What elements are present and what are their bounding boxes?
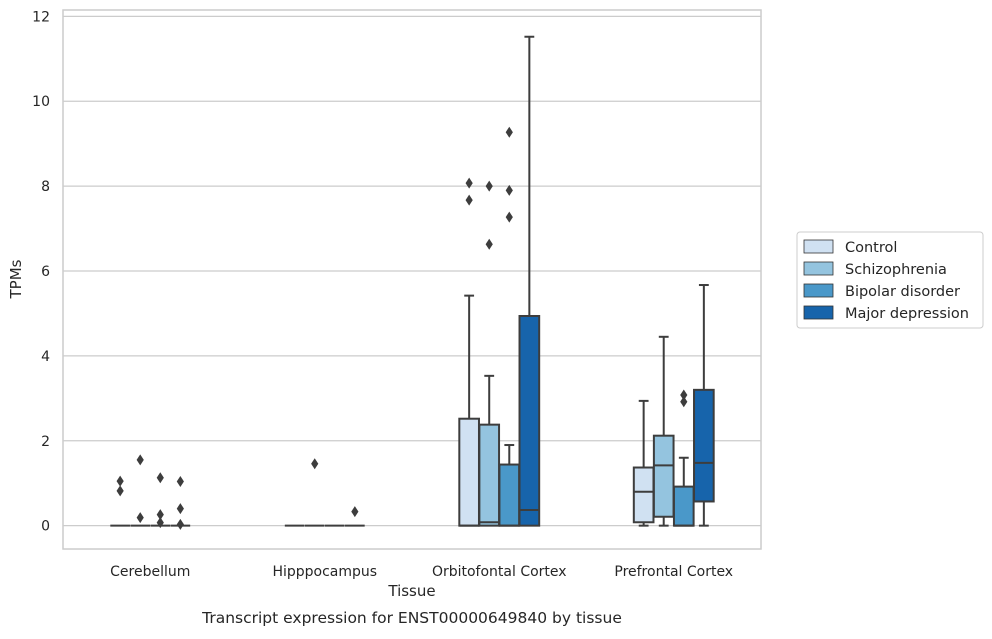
y-tick-label: 10	[32, 94, 50, 110]
y-tick-label: 12	[32, 9, 50, 25]
box-body	[498, 463, 521, 527]
y-axis-label: TPMs	[7, 259, 25, 299]
legend-swatch-schizophrenia	[803, 261, 834, 276]
legend-swatch-bipolar-disorder	[803, 283, 834, 298]
boxes	[110, 35, 715, 527]
box-body	[672, 485, 695, 527]
y-tick-label: 2	[41, 434, 50, 450]
legend-label-control: Control	[845, 240, 897, 256]
legend-label-schizophrenia: Schizophrenia	[845, 262, 947, 278]
box-body	[478, 423, 501, 527]
plot-frame	[62, 9, 762, 550]
outlier-point	[680, 389, 688, 401]
outlier-point	[485, 238, 493, 250]
y-tick-label: 0	[41, 519, 50, 535]
box-body	[458, 417, 480, 527]
outlier-point	[680, 396, 688, 408]
y-tick-label: 6	[41, 264, 50, 280]
box-body	[693, 388, 715, 503]
outlier-point	[156, 472, 164, 484]
box-body	[518, 314, 541, 527]
x-tick-label: Orbitofontal Cortex	[432, 564, 567, 580]
outlier-point	[465, 194, 473, 206]
outlier-point	[351, 506, 359, 518]
y-tick-labels: 0 2 4 6 8 10 12	[32, 9, 50, 534]
outlier-point	[505, 211, 513, 223]
legend-label-major-depression: Major depression	[845, 306, 969, 322]
legend: Control Schizophrenia Bipolar disorder Majo…	[796, 231, 984, 329]
outlier-point	[311, 458, 319, 470]
y-tick-label: 8	[41, 179, 50, 195]
legend-swatch-major-depression	[803, 305, 834, 320]
legend-label-bipolar-disorder: Bipolar disorder	[845, 284, 960, 300]
x-axis-label: Tissue	[387, 582, 435, 600]
outlier-point	[116, 485, 124, 497]
outlier-point	[156, 517, 164, 529]
chart-caption: Transcript expression for ENST0000064984…	[201, 609, 622, 627]
y-tick-label: 4	[41, 349, 50, 365]
plot-background	[63, 10, 761, 549]
box-body	[652, 434, 675, 518]
x-tick-labels: Cerebellum Hipppocampus Orbitofontal Corte…	[110, 564, 733, 580]
outlier-point	[505, 126, 513, 138]
box-schizophrenia-prefrontal-cortex	[652, 335, 675, 527]
box-body	[632, 466, 655, 524]
outlier-point	[465, 177, 473, 189]
outlier-point	[176, 518, 184, 530]
outlier-point	[485, 180, 493, 192]
legend-swatch-control	[803, 239, 834, 254]
box-bipolar-disorder-prefrontal-cortex	[672, 456, 695, 527]
outlier-point	[116, 475, 124, 487]
legend-frame	[796, 231, 984, 329]
outlier-point	[505, 184, 513, 196]
x-tick-label: Prefrontal Cortex	[614, 564, 733, 580]
outlier-point	[136, 454, 144, 466]
box-control-orbitofontal-cortex	[458, 294, 480, 527]
outlier-point	[136, 512, 144, 524]
outlier-points	[116, 126, 688, 530]
box-major-depression-prefrontal-cortex	[693, 284, 715, 527]
x-tick-label: Cerebellum	[110, 564, 190, 580]
outlier-point	[176, 503, 184, 515]
x-tick-label: Hipppocampus	[272, 564, 377, 580]
outlier-point	[176, 476, 184, 488]
box-major-depression-orbitofontal-cortex	[518, 35, 541, 527]
outlier-point	[156, 509, 164, 521]
